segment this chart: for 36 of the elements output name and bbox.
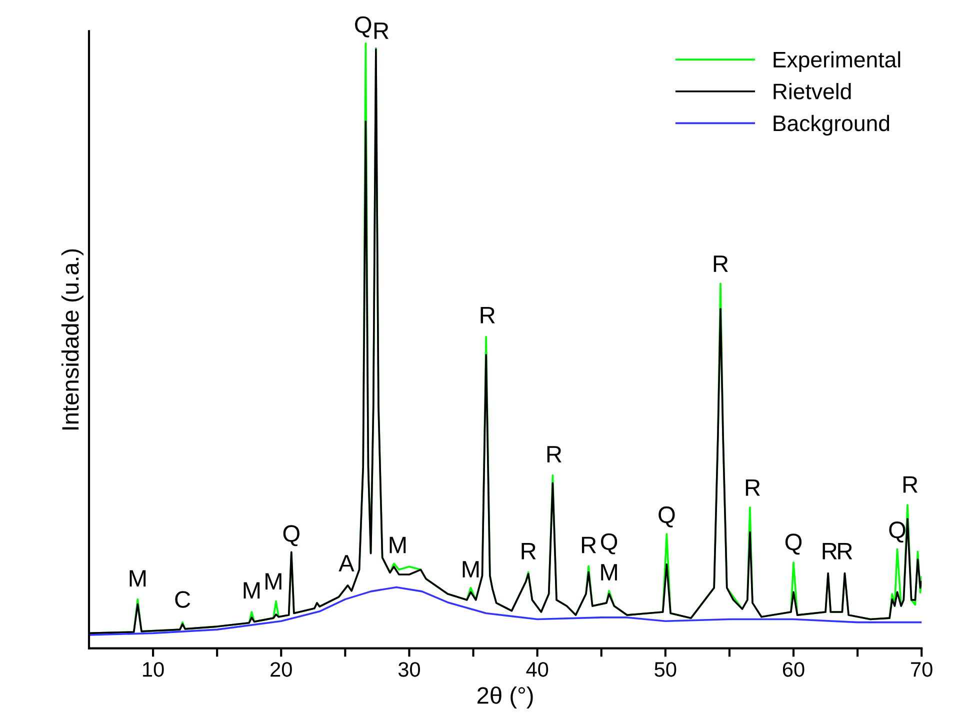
annotation: Q [283,525,300,546]
annotation: M [601,564,617,580]
legend-label: Rietveld [774,83,851,100]
legend-label: Background [774,114,890,136]
annotation: Q [355,16,372,38]
x-axis-title: 2θ (°) [477,686,533,708]
annotation: Q [889,522,906,542]
annotation: M [266,573,282,590]
annotation: R [582,536,596,554]
y-axis-title: Intensidade (u.a.) [61,249,84,430]
annotation: R [838,542,852,560]
annotation: Q [785,534,802,555]
annotation: Q [658,506,675,528]
annotation: Q [600,533,618,554]
annotation: R [903,476,918,493]
legend-label: Experimental [774,51,900,72]
annotation: A [338,555,354,572]
annotation: R [822,542,837,560]
annotation: M [244,582,260,599]
x-tick-label: 40 [526,662,548,677]
x-tick-label: 20 [270,662,292,677]
annotation: M [390,536,406,554]
annotation: R [522,542,536,560]
annotation: R [480,307,495,324]
x-tick-label: 70 [911,662,932,677]
annotation: C [175,591,190,608]
annotation: M [462,561,479,578]
x-tick-label: 60 [782,662,804,677]
annotation: R [547,446,562,462]
annotation: M [130,570,146,586]
annotation: R [714,256,728,272]
annotation: R [374,22,388,39]
x-tick-label: 50 [654,662,676,677]
annotation: R [746,479,760,496]
x-tick-label: 10 [143,662,164,677]
x-tick-label: 30 [398,662,420,677]
